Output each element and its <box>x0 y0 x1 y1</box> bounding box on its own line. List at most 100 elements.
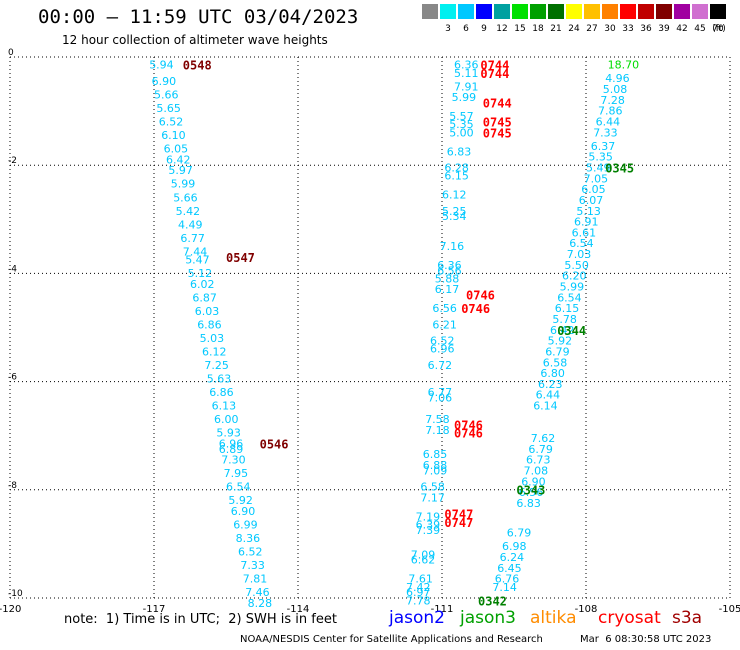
swh-value: 7.78 <box>406 594 431 607</box>
time-label: 0342 <box>478 594 507 608</box>
scale-swatch <box>530 4 546 19</box>
swh-value: 6.36 <box>437 259 462 272</box>
page-title: 00:00 — 11:59 UTC 03/04/2023 <box>38 6 359 28</box>
scale-swatch <box>656 4 672 19</box>
swh-value: 5.99 <box>171 178 196 191</box>
swh-value: 8.28 <box>248 597 273 610</box>
swh-value: 5.25 <box>442 205 467 218</box>
swh-value: 6.77 <box>180 232 205 245</box>
swh-value: 6.99 <box>233 519 258 532</box>
swh-value: 5.92 <box>548 335 573 348</box>
scale-swatch <box>458 4 474 19</box>
swh-value: 6.00 <box>214 413 239 426</box>
swh-value: 7.09 <box>411 548 436 561</box>
swh-value: 7.25 <box>204 359 229 372</box>
swh-value: 6.56 <box>519 486 544 499</box>
time-label: 0747 <box>444 508 473 522</box>
scale-swatch <box>602 4 618 19</box>
scale-swatch <box>638 4 654 19</box>
swh-value: 6.90 <box>152 75 177 88</box>
time-label: 0744 <box>480 59 509 73</box>
swh-value: 7.08 <box>524 464 549 477</box>
y-tick-label: -10 <box>8 589 23 599</box>
x-tick-label: -111 <box>431 604 454 615</box>
swh-value: 6.42 <box>550 324 575 337</box>
swh-value: 7.39 <box>416 524 441 537</box>
swh-value: 6.80 <box>540 367 565 380</box>
scale-label: 21 <box>550 24 562 34</box>
swh-value: 6.20 <box>562 270 587 283</box>
swh-value: 6.15 <box>555 302 580 315</box>
scale-label: 9 <box>481 24 487 34</box>
swh-value: 6.54 <box>226 481 251 494</box>
x-tick-label: -108 <box>575 604 598 615</box>
swh-value: 7.30 <box>221 454 246 467</box>
page-subtitle: 12 hour collection of altimeter wave hei… <box>62 33 328 47</box>
x-tick-label: -117 <box>143 604 166 615</box>
swh-value: 6.21 <box>432 318 457 331</box>
swh-value: 6.96 <box>430 343 455 356</box>
swh-value: 6.44 <box>596 116 621 129</box>
scale-unit: (ft) <box>712 24 726 34</box>
swh-value: 5.08 <box>603 83 628 96</box>
time-label: 0547 <box>226 251 255 265</box>
swh-value: 6.58 <box>543 356 568 369</box>
swh-value: 7.61 <box>408 573 433 586</box>
swh-value: 6.88 <box>423 459 448 472</box>
time-label: 0745 <box>483 116 512 130</box>
time-label: 0744 <box>483 97 512 111</box>
swh-value: 8.36 <box>236 532 261 545</box>
swh-value: 5.34 <box>442 210 467 223</box>
swh-value: 7.14 <box>492 581 517 594</box>
swh-value: 5.88 <box>435 272 460 285</box>
footer-credit: NOAA/NESDIS Center for Satellite Applica… <box>240 634 543 645</box>
scale-label: 27 <box>586 24 598 34</box>
swh-value: 7.91 <box>454 80 479 93</box>
swh-value: 5.13 <box>576 205 601 218</box>
scale-label: 24 <box>568 24 580 34</box>
scale-swatch <box>674 4 690 19</box>
swh-value: 6.37 <box>591 140 616 153</box>
swh-value: 6.91 <box>574 216 599 229</box>
swh-value: 6.89 <box>219 443 244 456</box>
satellite-altika: altika <box>530 608 577 628</box>
swh-value: 7.46 <box>245 586 270 599</box>
swh-value: 6.03 <box>195 305 220 318</box>
x-tick-label: -120 <box>0 604 21 615</box>
swh-value: 6.52 <box>159 116 184 129</box>
swh-value: 6.05 <box>164 143 189 156</box>
swh-value: 6.83 <box>447 145 472 158</box>
swh-value: 6.85 <box>423 448 448 461</box>
swh-value: 5.50 <box>564 259 589 272</box>
time-label: 0343 <box>516 483 545 497</box>
swh-value: 6.87 <box>192 291 217 304</box>
y-tick-label: 0 <box>8 48 14 58</box>
y-tick-label: -2 <box>8 156 17 166</box>
swh-value: 6.10 <box>161 129 186 142</box>
satellite-cryosat: cryosat <box>598 608 661 628</box>
swh-value: 5.65 <box>156 102 181 115</box>
swh-value: 6.79 <box>528 443 553 456</box>
swh-value: 6.02 <box>190 278 215 291</box>
scale-swatch <box>692 4 708 19</box>
scale-swatch <box>710 4 726 19</box>
swh-value: 7.05 <box>584 172 609 185</box>
scale-label: 18 <box>532 24 544 34</box>
swh-value: 5.35 <box>449 118 474 131</box>
swh-value: 5.35 <box>588 151 613 164</box>
swh-value: 6.36 <box>454 59 479 72</box>
swh-value: 6.52 <box>430 335 455 348</box>
swh-value: 7.03 <box>567 248 592 261</box>
scale-label: 45 <box>694 24 706 34</box>
time-label: 0746 <box>466 289 495 303</box>
swh-value: 7.44 <box>183 245 208 258</box>
scale-swatch <box>440 4 456 19</box>
swh-value: 5.42 <box>176 205 201 218</box>
swh-value: 6.86 <box>197 318 222 331</box>
scale-label: 39 <box>658 24 670 34</box>
scale-swatch <box>512 4 528 19</box>
satellite-jason2: jason2 <box>389 608 445 628</box>
scale-label: 33 <box>622 24 634 34</box>
scale-label: 70 <box>712 24 724 34</box>
